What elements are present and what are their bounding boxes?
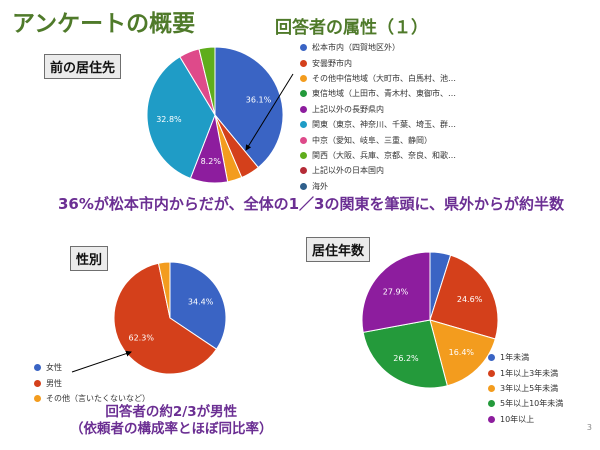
residence-legend-label-1: 安曇野市内 [312,58,352,68]
residence-slice-7 [198,46,216,116]
residence-legend-item-7: 関西（大阪、兵庫、京都、奈良、和歌… [300,148,456,163]
years-legend-swatch-4 [488,415,495,423]
gender-legend-item-2: その他（言いたくないなど） [34,391,150,406]
residence-legend-swatch-1 [300,59,307,67]
gender-legend: 女性男性その他（言いたくないなど） [34,360,150,406]
years-legend-item-1: 1年以上3年未満 [488,365,563,380]
slide-title: アンケートの概要 [12,11,196,37]
residence-pie-chart: 36.1% 8.2% 32.8% [146,46,284,184]
years-pie-chart: 24.6% 16.4% 26.2% 27.9% [361,251,499,389]
residence-legend-swatch-8 [300,167,307,175]
gender-summary: 回答者の約2/3が男性 （依頼者の構成率とほぼ同比率） [70,404,273,438]
gender-legend-swatch-1 [34,379,41,387]
residence-legend-swatch-3 [300,90,307,98]
gender-section-label: 性別 [70,246,109,271]
years-legend-label-3: 5年以上10年未満 [500,399,564,409]
gender-legend-swatch-0 [34,364,41,372]
years-legend-label-4: 10年以上 [500,414,535,424]
residence-data-label-5: 32.8% [156,115,182,124]
years-legend-label-1: 1年以上3年未満 [500,368,559,378]
gender-legend-label-2: その他（言いたくないなど） [46,393,150,403]
years-legend-label-0: 1年未満 [500,353,530,363]
gender-data-label-0: 34.4% [188,298,214,307]
years-legend-swatch-3 [488,400,495,408]
years-legend-swatch-0 [488,354,495,362]
gender-summary-line1: 回答者の約2/3が男性 [105,404,238,420]
years-section-label: 居住年数 [306,237,371,262]
residence-legend-label-0: 松本市内（四賀地区外） [312,43,400,53]
residence-legend-item-3: 東信地域（上田市、青木村、東御市、… [300,86,456,101]
years-legend-label-2: 3年以上5年未満 [500,383,559,393]
years-slice-2 [429,319,496,387]
residence-legend-swatch-2 [300,74,307,82]
years-legend: 1年未満 1年以上3年未満 3年以上5年未満 5年以上10年未満 10年以上 [488,350,563,427]
gender-legend-swatch-2 [34,394,41,402]
years-slice-1 [429,254,499,340]
residence-data-label-4: 8.2% [201,157,222,166]
years-data-label-3: 26.2% [393,354,419,363]
gender-legend-label-1: 男性 [46,378,62,388]
residence-data-label-0: 36.1% [246,95,272,104]
residence-legend-swatch-5 [300,121,307,129]
residence-legend-swatch-9 [300,182,307,190]
gender-data-label-1: 62.3% [129,333,155,342]
gender-summary-line2: （依頼者の構成率とほぼ同比率） [70,421,273,437]
years-data-label-2: 16.4% [449,348,475,357]
residence-legend-label-7: 関西（大阪、兵庫、京都、奈良、和歌… [312,150,456,160]
residence-legend-label-4: 上記以外の長野県内 [312,104,384,114]
residence-legend-label-5: 関東（東京、神奈川、千葉、埼玉、群… [312,120,456,130]
years-legend-swatch-1 [488,369,495,377]
residence-legend-item-6: 中京（愛知、岐阜、三重、静岡） [300,132,456,147]
years-slice-3 [362,319,448,389]
gender-slice-2 [157,261,171,319]
residence-legend-label-9: 海外 [312,181,328,191]
residence-legend-label-2: その他中信地域（大町市、白馬村、池… [312,73,456,83]
residence-legend-item-8: 上記以外の日本国内 [300,163,456,178]
years-data-label-1: 24.6% [457,295,483,304]
residence-summary: 36%が松本市内からだが、全体の1／3の関東を筆頭に、県外からが約半数 [58,195,565,213]
gender-legend-label-0: 女性 [46,363,62,373]
residence-legend-label-6: 中京（愛知、岐阜、三重、静岡） [312,135,432,145]
residence-legend-item-1: 安曇野市内 [300,55,456,70]
years-legend-item-3: 5年以上10年未満 [488,396,563,411]
residence-legend-item-4: 上記以外の長野県内 [300,102,456,117]
years-legend-swatch-2 [488,384,495,392]
gender-slice-0 [169,261,227,350]
residence-legend-item-2: その他中信地域（大町市、白馬村、池… [300,71,456,86]
residence-legend: 松本市内（四賀地区外） 安曇野市内その他中信地域（大町市、白馬村、池… 東信地域（上… [300,40,456,194]
page-number: 3 [586,423,592,432]
residence-legend-item-9: 海外 [300,179,456,194]
years-slice-4 [361,251,431,333]
residence-legend-item-0: 松本市内（四賀地区外） [300,40,456,55]
residence-legend-label-3: 東信地域（上田市、青木村、東御市、… [312,89,456,99]
years-legend-item-4: 10年以上 [488,412,563,427]
years-legend-item-2: 3年以上5年未満 [488,381,563,396]
gender-slice-1 [113,262,218,375]
residence-section-label: 前の居住先 [44,54,122,79]
years-legend-item-0: 1年未満 [488,350,563,365]
gender-pie-chart: 34.4% 62.3% [113,261,227,375]
residence-legend-swatch-7 [300,151,307,159]
gender-legend-item-1: 男性 [34,375,150,390]
residence-legend-swatch-4 [300,105,307,113]
slide-subtitle: 回答者の属性（１） [275,18,428,38]
residence-legend-swatch-0 [300,44,307,52]
residence-legend-label-8: 上記以外の日本国内 [312,166,384,176]
years-data-label-4: 27.9% [383,287,409,296]
residence-legend-item-5: 関東（東京、神奈川、千葉、埼玉、群… [300,117,456,132]
gender-legend-item-0: 女性 [34,360,150,375]
residence-legend-swatch-6 [300,136,307,144]
